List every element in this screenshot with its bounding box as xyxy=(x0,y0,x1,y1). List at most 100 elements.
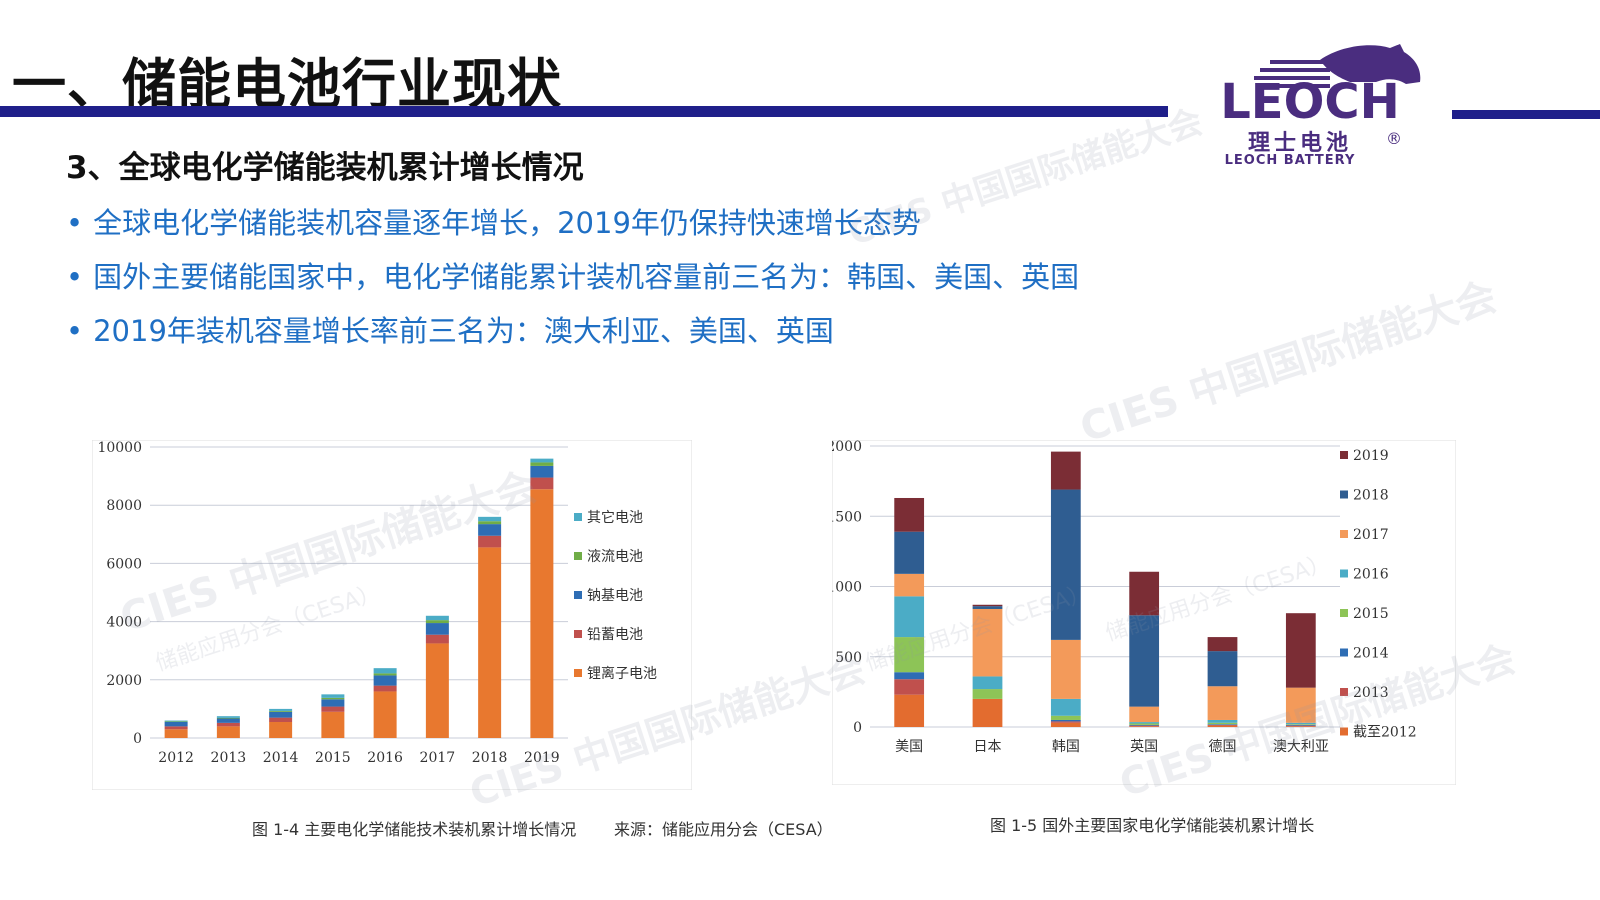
chart-caption-country: 图 1-5 国外主要国家电化学储能装机累计增长 xyxy=(990,816,1315,835)
chart-caption-technology: 图 1-4 主要电化学储能技术装机累计增长情况 xyxy=(252,820,577,839)
bar-segment xyxy=(530,458,554,463)
bar-segment xyxy=(972,608,1003,677)
bar-segment xyxy=(216,726,240,738)
bar-segment xyxy=(1129,724,1160,726)
page-title: 一、储能电池行业现状 xyxy=(12,53,562,116)
legend-swatch xyxy=(574,513,582,521)
legend-swatch xyxy=(1340,648,1348,657)
bar-segment xyxy=(478,521,502,525)
bar-segment xyxy=(1207,651,1238,687)
x-tick-label: 美国 xyxy=(895,739,923,755)
legend-swatch xyxy=(1340,490,1348,499)
bar-segment xyxy=(972,604,1003,607)
bar-segment xyxy=(1207,686,1238,720)
legend-label: 2013 xyxy=(1353,685,1389,701)
legend-label: 钠基电池 xyxy=(587,587,643,604)
bullet-dot-icon: • xyxy=(66,314,84,348)
bar-segment xyxy=(269,717,293,722)
x-tick-label: 日本 xyxy=(974,739,1002,755)
chart-technology-growth: 0 2000 4000 6000 8000 10000 2012 2013 2014 2015 20… xyxy=(91,439,693,791)
x-tick-label: 2015 xyxy=(315,750,351,766)
bar-segment xyxy=(1285,724,1316,725)
y-tick-label: 1500 xyxy=(832,509,862,525)
bar-segment xyxy=(894,596,925,638)
bar-segment xyxy=(164,726,188,730)
bar-segment xyxy=(373,685,397,692)
legend-label: 2018 xyxy=(1353,488,1389,504)
bar-segment xyxy=(1129,571,1160,616)
bar-segment xyxy=(1285,724,1316,726)
bar-segment xyxy=(972,676,1003,690)
legend-label: 2016 xyxy=(1353,567,1389,583)
logo-chinese-name: 理士电池 xyxy=(1248,131,1352,156)
bullet-text: 全球电化学储能装机容量逐年增长，2019年仍保持快速增长态势 xyxy=(93,206,921,240)
bar-segment xyxy=(1050,721,1081,723)
bar-segment xyxy=(321,699,345,707)
chart-source-note: 来源：储能应用分会（CESA） xyxy=(614,820,833,839)
bar-segment xyxy=(894,531,925,574)
bar-segment xyxy=(164,729,188,738)
bar-segment xyxy=(269,711,293,718)
bar-segment xyxy=(164,721,188,727)
bar-segment xyxy=(1050,719,1081,722)
bar-segment xyxy=(894,672,925,680)
x-tick-label: 澳大利亚 xyxy=(1273,739,1329,755)
chart-technology-growth-svg: 0 2000 4000 6000 8000 10000 2012 2013 2014 2015 20… xyxy=(91,439,693,791)
title-rule-left xyxy=(0,106,1168,117)
bar-segment xyxy=(530,477,554,490)
bar-segment xyxy=(1207,722,1238,725)
bar-segment xyxy=(1050,698,1081,716)
bar-segment xyxy=(972,698,1003,727)
bar-segment xyxy=(269,721,293,738)
bar-segment xyxy=(1207,719,1238,723)
bar-segment xyxy=(1285,722,1316,725)
x-tick-label: 2018 xyxy=(472,750,508,766)
bar-segment xyxy=(373,675,397,686)
legend-swatch xyxy=(574,591,582,599)
bullet-item: • 2019年装机容量增长率前三名为：澳大利亚、美国、英国 xyxy=(66,304,1079,358)
legend-label: 截至2012 xyxy=(1353,725,1417,741)
bar-segment xyxy=(269,710,293,712)
legend-swatch xyxy=(1340,727,1348,736)
bar-segment xyxy=(1129,722,1160,724)
x-tick-label: 2013 xyxy=(211,750,247,766)
y-tick-label: 0 xyxy=(133,731,142,747)
legend-label: 铅蓄电池 xyxy=(587,627,643,643)
bar-segment xyxy=(321,711,345,738)
bar-segment xyxy=(321,694,345,698)
bar-segment xyxy=(894,637,925,673)
y-tick-label: 2000 xyxy=(106,673,142,689)
y-tick-label: 500 xyxy=(835,650,862,666)
bar-segment xyxy=(1129,615,1160,707)
y-tick-label: 2000 xyxy=(832,440,862,455)
x-tick-label: 2014 xyxy=(263,750,299,766)
legend-label: 2019 xyxy=(1353,448,1389,464)
bar-segment xyxy=(1129,725,1160,727)
bar-segment xyxy=(164,721,188,722)
y-tick-label: 10000 xyxy=(97,440,142,456)
logo-english-name: LEOCH BATTERY xyxy=(1225,153,1356,168)
bar-segment xyxy=(373,691,397,738)
bar-segment xyxy=(425,620,449,624)
bar-segment xyxy=(321,706,345,712)
bar-segment xyxy=(972,689,1003,699)
bar-segment xyxy=(1050,722,1081,727)
bullet-item: • 国外主要储能国家中，电化学储能累计装机容量前三名为：韩国、美国、英国 xyxy=(66,250,1079,304)
x-tick-label: 2016 xyxy=(367,750,403,766)
bullet-dot-icon: • xyxy=(66,206,84,240)
legend-label: 2015 xyxy=(1353,606,1389,622)
bar-segment xyxy=(894,679,925,695)
x-tick-label: 2012 xyxy=(158,750,194,766)
x-tick-label: 韩国 xyxy=(1052,739,1080,755)
y-tick-label: 1000 xyxy=(832,580,862,596)
horse-logo-icon: LEOCH 理士电池 ® LEOCH BATTERY xyxy=(1220,44,1421,168)
bar-segment xyxy=(478,535,502,548)
logo-registered-mark: ® xyxy=(1386,129,1402,148)
bullet-list: • 全球电化学储能装机容量逐年增长，2019年仍保持快速增长态势 • 国外主要储能国… xyxy=(66,196,1079,358)
x-tick-label: 德国 xyxy=(1209,739,1237,755)
legend-swatch xyxy=(574,669,582,677)
bullet-text: 2019年装机容量增长率前三名为：澳大利亚、美国、英国 xyxy=(93,314,834,348)
bar-segment xyxy=(530,465,554,478)
bar-segment xyxy=(1207,725,1238,727)
bar-segment xyxy=(269,708,293,711)
